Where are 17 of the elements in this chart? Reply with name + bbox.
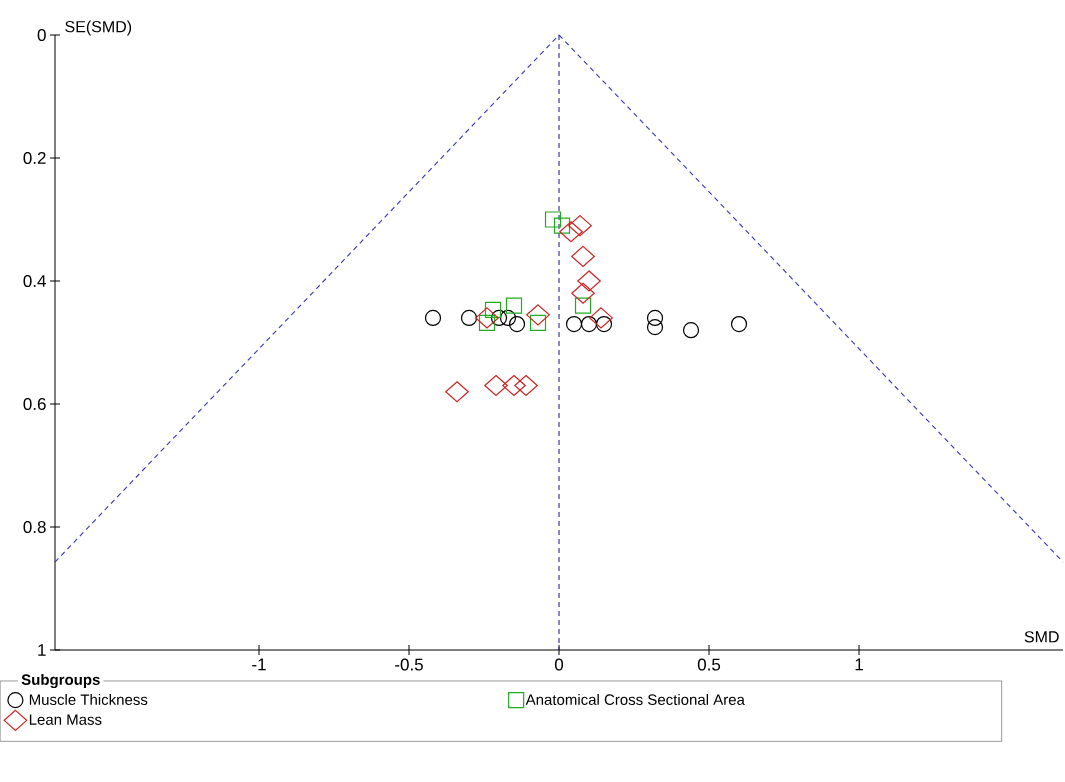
x-tick-label: 1 [855,658,863,671]
x-tick-label: 0 [554,658,564,671]
legend-label: Muscle Thickness [29,693,148,705]
legend-title: Subgroups [21,673,100,689]
y-tick-label: 1 [38,644,46,656]
y-tick-label: 0.8 [23,520,46,534]
x-tick-label: 0.5 [697,658,721,671]
x-tick-label: -1 [252,658,266,671]
legend-label: Anatomical Cross Sectional Area [525,693,745,705]
x-axis-title: SMD [1024,631,1059,643]
y-tick-label: 0 [37,28,46,42]
y-tick-label: 0.4 [23,274,46,288]
y-tick-label: 0.6 [23,397,46,411]
y-tick-label: 0.2 [23,151,46,165]
y-axis-title: SE(SMD) [65,20,132,36]
legend-label: Lean Mass [29,714,102,725]
x-tick-label: -0.5 [395,658,423,671]
